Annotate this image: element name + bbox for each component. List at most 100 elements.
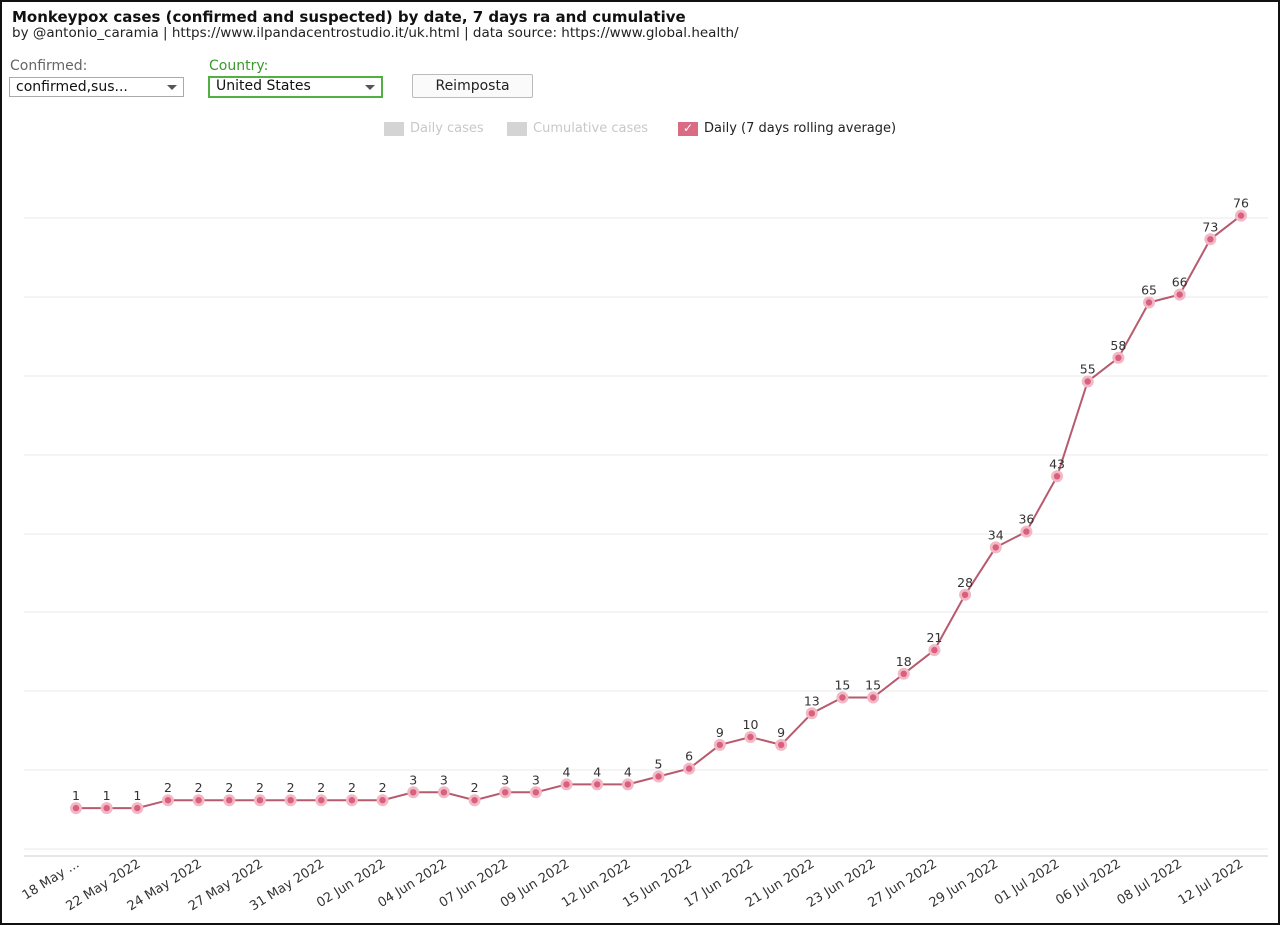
data-point: [410, 789, 417, 796]
data-point: [532, 789, 540, 796]
data-point: [1176, 291, 1183, 298]
data-label: 2: [471, 780, 479, 795]
data-point: [164, 797, 172, 804]
data-point: [716, 741, 724, 749]
data-label: 43: [1049, 456, 1065, 471]
data-label: 10: [743, 717, 759, 732]
legend-daily-cases-label: Daily cases: [410, 121, 484, 136]
legend-checkbox-checked[interactable]: [678, 121, 698, 136]
chevron-down-icon: [167, 85, 177, 90]
data-point: [747, 733, 754, 741]
data-label: 66: [1172, 275, 1188, 290]
data-label: 9: [777, 725, 785, 740]
data-label: 76: [1233, 196, 1249, 211]
data-label: 2: [317, 780, 325, 795]
data-label: 5: [655, 757, 663, 772]
data-label: 9: [716, 725, 724, 740]
data-label: 3: [532, 772, 540, 787]
data-point: [655, 773, 662, 780]
data-label: 58: [1110, 338, 1126, 353]
data-point: [869, 694, 877, 701]
data-point: [1207, 236, 1214, 243]
legend-checkbox[interactable]: [384, 122, 404, 136]
data-label: 2: [195, 780, 203, 795]
confirmed-filter-value: confirmed,sus...: [16, 79, 128, 95]
legend-cumulative-cases-label: Cumulative cases: [533, 121, 648, 136]
data-point: [563, 781, 570, 788]
data-label: 2: [164, 780, 172, 795]
data-point: [1023, 528, 1030, 535]
confirmed-filter-select[interactable]: confirmed,sus...: [9, 77, 184, 97]
country-filter-select[interactable]: United States: [208, 76, 383, 98]
reset-button[interactable]: Reimposta: [412, 74, 533, 98]
chart-subtitle: by @antonio_caramia | https://www.ilpand…: [12, 25, 739, 41]
data-label: 6: [685, 749, 693, 764]
data-point: [226, 797, 233, 804]
data-label: 1: [103, 788, 111, 803]
data-point: [961, 591, 969, 598]
data-point: [992, 544, 999, 551]
data-label: 4: [624, 764, 632, 779]
data-point: [1053, 473, 1061, 480]
data-label: 36: [1018, 512, 1034, 527]
data-label: 2: [379, 780, 387, 795]
data-label: 3: [440, 772, 448, 787]
data-point: [103, 804, 110, 812]
data-label: 2: [256, 780, 264, 795]
data-label: 34: [988, 527, 1004, 542]
data-point: [1237, 212, 1245, 219]
data-point: [287, 797, 294, 804]
data-label: 3: [409, 772, 417, 787]
data-point: [1084, 378, 1091, 385]
data-label: 2: [287, 780, 295, 795]
data-label: 4: [563, 764, 571, 779]
data-label: 13: [804, 693, 820, 708]
data-point: [195, 797, 202, 804]
data-label: 15: [865, 678, 881, 693]
x-tick-label: 12 Jul 2022: [1176, 857, 1246, 909]
data-point: [379, 797, 386, 804]
data-point: [440, 789, 448, 796]
data-point: [624, 781, 632, 788]
data-label: 28: [957, 575, 973, 590]
legend-rolling-average-label: Daily (7 days rolling average): [704, 121, 897, 136]
data-label: 21: [926, 630, 942, 645]
data-point: [1145, 299, 1153, 306]
data-label: 1: [72, 788, 80, 803]
data-point: [72, 804, 80, 812]
data-point: [900, 670, 907, 677]
data-point: [134, 804, 141, 812]
data-point: [471, 797, 478, 804]
data-label: 3: [501, 772, 509, 787]
data-label: 55: [1080, 362, 1096, 377]
data-label: 1: [133, 788, 141, 803]
data-point: [256, 797, 264, 804]
data-point: [777, 741, 785, 749]
data-point: [502, 789, 509, 796]
data-label: 4: [593, 764, 601, 779]
data-point: [1115, 354, 1122, 361]
data-label: 18: [896, 654, 912, 669]
data-label: 65: [1141, 283, 1157, 298]
country-filter-value: United States: [216, 78, 311, 94]
country-filter-label: Country:: [209, 58, 269, 74]
series-line: [76, 214, 1242, 810]
data-point: [318, 797, 325, 804]
chevron-down-icon: [365, 85, 375, 90]
data-point: [808, 710, 815, 717]
confirmed-filter-label: Confirmed:: [10, 58, 88, 74]
data-point: [931, 646, 938, 654]
x-tick-label: 08 Jul 2022: [1115, 857, 1185, 909]
data-label: 2: [348, 780, 356, 795]
data-label: 15: [834, 678, 850, 693]
data-point: [348, 797, 356, 804]
data-point: [839, 694, 846, 701]
chart-title: Monkeypox cases (confirmed and suspected…: [12, 8, 686, 26]
x-tick-label: 01 Jul 2022: [992, 857, 1062, 909]
data-point: [685, 765, 693, 772]
data-point: [593, 781, 601, 788]
x-tick-label: 29 Jun 2022: [927, 857, 1001, 911]
legend-checkbox[interactable]: [507, 122, 527, 136]
